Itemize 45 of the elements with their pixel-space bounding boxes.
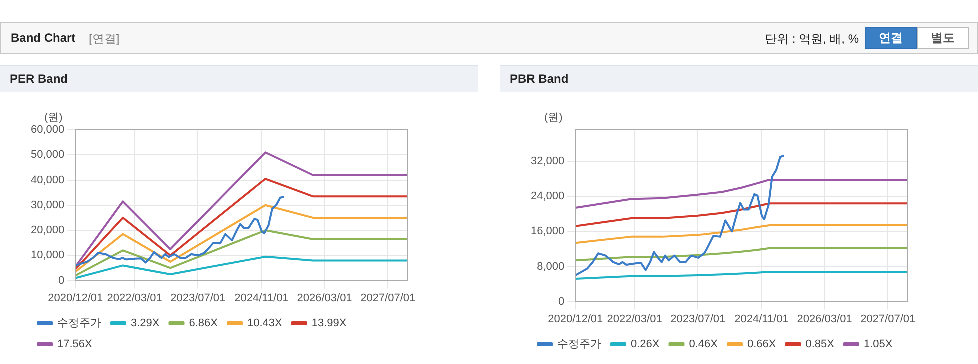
x-tick-label: 2020/12/01 — [48, 292, 104, 304]
legend-label: 6.86X — [189, 318, 219, 330]
x-tick-label: 2027/07/01 — [360, 292, 416, 304]
x-tick-label: 2023/07/01 — [670, 313, 726, 326]
chart-title: PER Band — [0, 65, 478, 92]
text: Band Chart — [11, 31, 76, 45]
legend-label: 10.43X — [247, 318, 284, 330]
x-tick-label: 2024/11/01 — [734, 313, 789, 326]
legend-label: 0.85X — [806, 338, 836, 351]
y-tick-label: 24,000 — [530, 190, 565, 203]
x-tick-label: 2024/11/01 — [234, 292, 289, 304]
legend-label: 0.66X — [747, 338, 777, 351]
y-tick-label: 0 — [558, 296, 565, 308]
chart-title: PBR Band — [500, 65, 978, 92]
text: 단위 : 억원, 배, % — [764, 31, 859, 48]
y-axis-title: (원) — [44, 112, 63, 124]
y-tick-label: 0 — [58, 274, 65, 287]
y-tick-label: 8,000 — [537, 260, 565, 273]
legend-label: 1.05X — [864, 338, 894, 351]
x-tick-label: 2026/03/01 — [797, 313, 852, 326]
y-tick-label: 10,000 — [30, 250, 65, 262]
x-tick-label: 2022/03/01 — [607, 313, 662, 326]
legend-label: 17.56X — [58, 338, 94, 351]
y-tick-label: 60,000 — [30, 124, 65, 136]
y-tick-label: 16,000 — [530, 226, 565, 238]
legend-label: 0.46X — [689, 338, 719, 351]
legend-label: 수정주가 — [558, 338, 602, 351]
legend-label: 수정주가 — [58, 318, 102, 330]
x-tick-label: 2020/12/01 — [548, 313, 604, 326]
toggle-button: 별도 — [917, 27, 969, 49]
x-tick-label: 2022/03/01 — [107, 292, 162, 304]
legend-label: 0.26X — [631, 338, 660, 351]
legend-label: 13.99X — [312, 318, 348, 330]
x-tick-label: 2023/07/01 — [170, 292, 226, 304]
y-tick-label: 32,000 — [530, 156, 565, 168]
y-tick-label: 50,000 — [30, 149, 65, 162]
toggle-button: 연결 — [865, 27, 917, 49]
text: [연결] — [89, 31, 120, 48]
x-tick-label: 2026/03/01 — [297, 292, 352, 304]
y-tick-label: 40,000 — [30, 174, 65, 186]
y-tick-label: 20,000 — [30, 224, 65, 237]
y-tick-label: 30,000 — [30, 199, 65, 212]
x-tick-label: 2027/07/01 — [860, 313, 916, 326]
legend-label: 3.29X — [131, 318, 160, 330]
y-axis-title: (원) — [544, 112, 563, 124]
